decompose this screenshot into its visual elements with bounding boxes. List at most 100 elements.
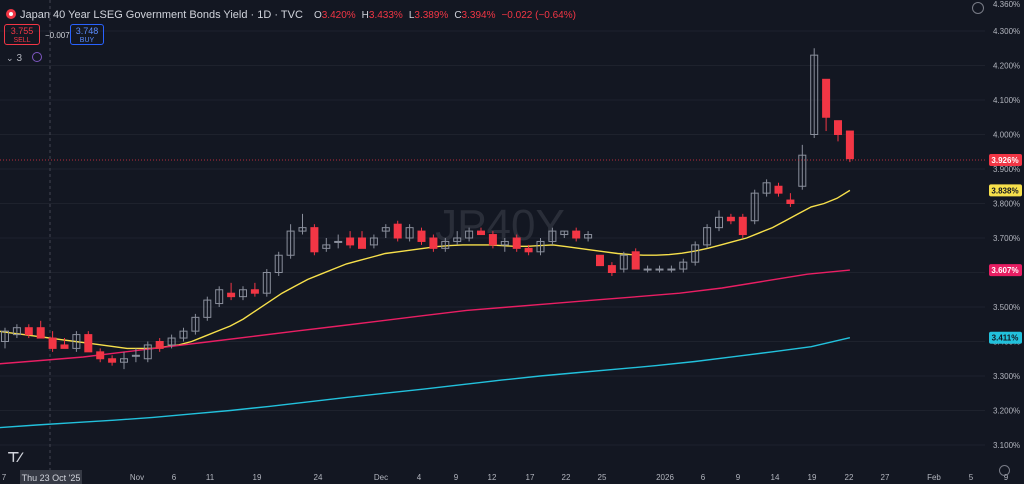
indicators-count: 3 xyxy=(16,53,23,64)
y-tick-label: 4.360% xyxy=(993,0,1020,9)
candle xyxy=(310,224,319,256)
high-value: 3.433% xyxy=(368,10,403,21)
candle-body xyxy=(619,254,628,270)
candle xyxy=(215,286,224,307)
candle-body xyxy=(715,216,723,229)
x-tick-label: Dec xyxy=(374,473,388,482)
crosshair-date-badge: Thu 23 Oct '25 xyxy=(20,470,82,484)
candle xyxy=(691,241,700,266)
close-key: C xyxy=(454,10,462,21)
low-key: L xyxy=(408,10,415,21)
y-tick-label: 4.200% xyxy=(993,62,1020,71)
candle xyxy=(596,254,604,267)
time-axis[interactable]: 7 Nov 6 11 19 24 Dec 4 9 12 17 22 25 2026 6 9 14 19 22 27 Fe… xyxy=(2,473,1009,482)
candle xyxy=(786,193,795,207)
buy-price: 3.748 xyxy=(75,26,99,36)
candle-body xyxy=(417,230,426,242)
gear-icon[interactable] xyxy=(972,2,984,14)
candle-body xyxy=(12,327,21,336)
candle xyxy=(810,48,819,138)
x-tick-label: 19 xyxy=(808,473,817,482)
candle xyxy=(500,238,509,252)
buy-button[interactable]: 3.748 BUY xyxy=(70,24,104,45)
candle xyxy=(60,338,69,349)
candle-body xyxy=(750,192,759,222)
candle-body xyxy=(643,268,652,271)
candle-body xyxy=(703,227,712,246)
candle xyxy=(703,224,712,249)
candle xyxy=(655,265,664,273)
x-tick-label: Feb xyxy=(927,473,941,482)
candle xyxy=(643,265,652,273)
moving-average-line xyxy=(0,269,850,365)
candle-body xyxy=(405,227,414,239)
x-tick-label: 14 xyxy=(771,473,780,482)
x-tick-label: 22 xyxy=(845,473,854,482)
candle-body xyxy=(560,230,569,236)
candle xyxy=(393,220,402,242)
sell-button[interactable]: 3.755 SELL xyxy=(4,24,40,45)
candle xyxy=(572,227,581,242)
candle-body xyxy=(512,237,521,249)
y-tick-label: 4.100% xyxy=(993,96,1020,105)
x-tick-label: 11 xyxy=(206,473,215,482)
price-badge-label: 3.607% xyxy=(991,266,1018,275)
x-tick-label: 9 xyxy=(736,473,741,482)
candle xyxy=(738,213,747,238)
candle-body xyxy=(774,185,783,194)
y-tick-label: 3.700% xyxy=(993,234,1020,243)
candle xyxy=(369,234,378,249)
candle xyxy=(96,348,105,363)
candle xyxy=(286,224,295,259)
candle-body xyxy=(48,337,57,349)
japan-flag-icon xyxy=(6,9,16,19)
candle-body xyxy=(500,240,509,246)
candle xyxy=(131,348,140,363)
candle xyxy=(762,179,771,197)
candle-body xyxy=(655,268,664,271)
price-badge-label: 3.838% xyxy=(991,186,1018,195)
candle-body xyxy=(738,216,747,236)
candle-body xyxy=(798,154,807,187)
price-badge: 3.926% xyxy=(989,154,1022,167)
candle xyxy=(36,320,45,339)
candle xyxy=(512,234,521,252)
candle xyxy=(179,327,188,342)
candle-body xyxy=(786,199,795,205)
candle-body xyxy=(810,54,819,135)
candle-body xyxy=(453,237,462,242)
chevron-down-icon: ⌄ xyxy=(6,53,14,63)
candle-body xyxy=(298,227,307,232)
loading-icon xyxy=(32,52,43,62)
axis-settings-icon[interactable] xyxy=(999,465,1010,476)
candle-body xyxy=(84,334,93,353)
spread-value: −0.007 xyxy=(45,31,70,40)
open-key: O xyxy=(313,10,322,21)
candle-body xyxy=(358,237,366,249)
moving-average-line xyxy=(0,337,851,429)
x-tick-label: 17 xyxy=(526,473,535,482)
candle-body xyxy=(607,265,616,274)
candle-body xyxy=(429,237,438,249)
candle-body xyxy=(441,240,450,249)
low-value: 3.389% xyxy=(414,10,449,21)
candle-body xyxy=(524,247,533,253)
indicators-toggle[interactable]: ⌄ 3 xyxy=(6,52,43,64)
candle xyxy=(584,231,593,242)
candle-body xyxy=(179,330,188,339)
candle-body xyxy=(631,251,640,270)
candle xyxy=(488,231,497,249)
y-tick-label: 4.000% xyxy=(993,131,1020,140)
candle-body xyxy=(584,234,593,239)
candle xyxy=(191,313,200,335)
symbol-title[interactable]: Japan 40 Year LSEG Government Bonds Yiel… xyxy=(20,9,303,21)
change-value: −0.022 (−0.64%) xyxy=(501,10,576,21)
candle xyxy=(250,282,259,297)
candle xyxy=(631,248,640,270)
price-badge: 3.411% xyxy=(989,331,1022,344)
price-axis[interactable]: 4.300% 4.200% 4.100% 4.000% 3.900% 3.800% 3.70… xyxy=(993,0,1020,450)
candle-body xyxy=(155,341,164,349)
candle-body xyxy=(596,254,604,267)
candle xyxy=(12,324,21,339)
